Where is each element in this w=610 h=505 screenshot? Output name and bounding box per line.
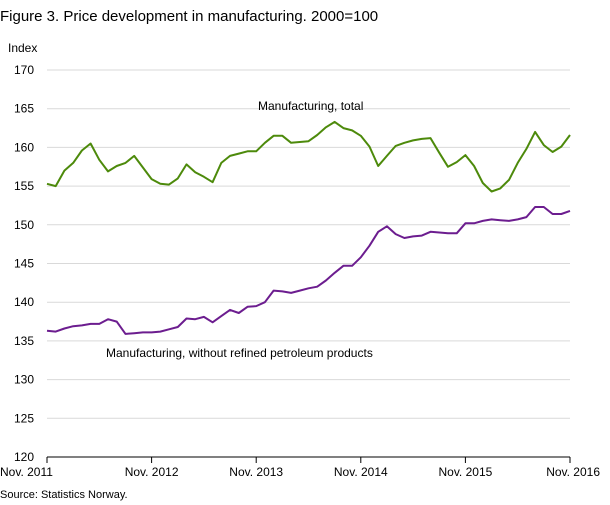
axes: 120 125 130 135 140 145 150 155 160 165 170 Index No… — [0, 41, 600, 479]
y-tick-label-160: 160 — [14, 140, 34, 154]
y-tick-label-145: 145 — [14, 257, 34, 271]
series-line-1 — [46, 206, 571, 335]
x-tick-label-5: Nov. 2016 — [546, 465, 600, 479]
chart-title: Figure 3. Price development in manufactu… — [0, 8, 379, 25]
y-tick-label-140: 140 — [14, 295, 34, 309]
series-label-1: Manufacturing, without refined petroleum… — [106, 346, 373, 360]
grid-lines — [47, 69, 570, 419]
series-line-0 — [46, 120, 571, 193]
x-tick-label-0: Nov. 2011 — [0, 465, 53, 479]
x-tick-label-4: Nov. 2015 — [438, 465, 492, 479]
y-tick-label-155: 155 — [14, 179, 34, 193]
x-tick-label-3: Nov. 2014 — [334, 465, 388, 479]
y-tick-label-170: 170 — [14, 63, 34, 77]
y-axis-label: Index — [8, 41, 37, 55]
series-lines — [46, 120, 571, 335]
series-label-0: Manufacturing, total — [258, 99, 363, 113]
y-tick-label-135: 135 — [14, 334, 34, 348]
x-tick-label-1: Nov. 2012 — [125, 465, 179, 479]
y-tick-label-125: 125 — [14, 411, 34, 425]
y-tick-label-130: 130 — [14, 373, 34, 387]
y-tick-label-150: 150 — [14, 218, 34, 232]
y-tick-label-120: 120 — [14, 450, 34, 464]
x-tick-label-2: Nov. 2013 — [229, 465, 283, 479]
labels: Manufacturing, total Manufacturing, witho… — [106, 99, 373, 360]
y-tick-label-165: 165 — [14, 102, 34, 116]
source-note: Source: Statistics Norway. — [0, 489, 128, 501]
